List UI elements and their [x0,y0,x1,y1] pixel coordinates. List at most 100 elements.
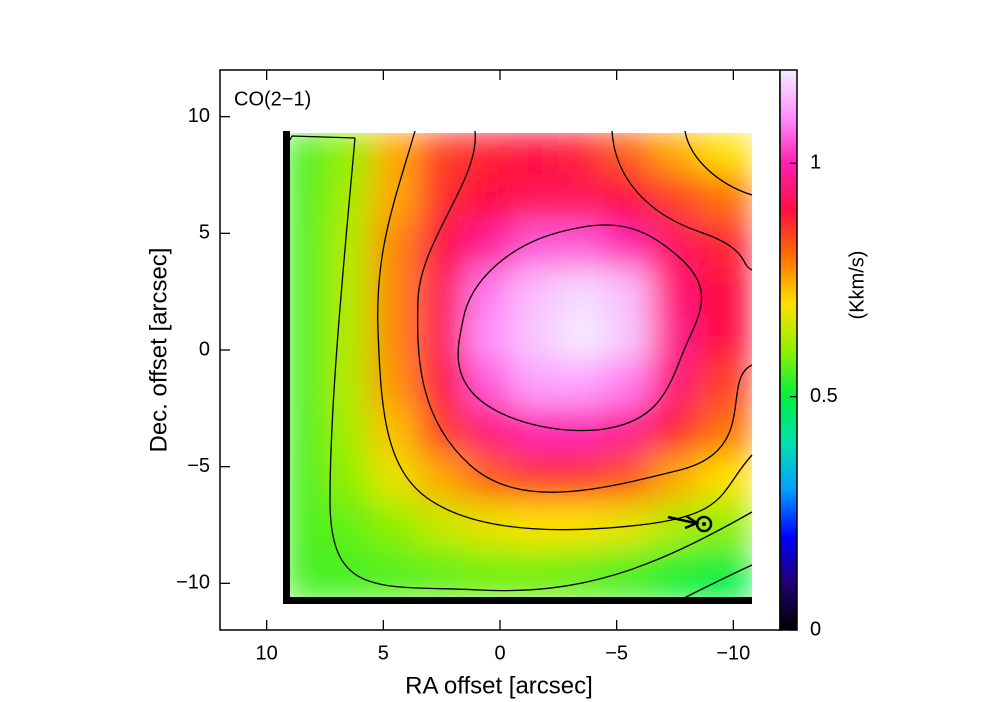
map-cell [511,174,559,223]
map-cell [417,547,466,602]
map-cell [557,361,606,409]
colorbar-tick-label: 0 [810,618,821,640]
map-cell [697,133,752,176]
map-cell [651,267,699,316]
map-cell [697,454,752,503]
map-cell [557,314,606,363]
map-cell [324,314,373,363]
x-tick-label: 0 [494,642,505,664]
map-cell [511,454,559,503]
map-cell [557,174,606,223]
map-cell [371,454,419,503]
map-cell [651,174,699,223]
map-cell [285,314,326,363]
map-cells [285,133,752,602]
map-cell [604,133,653,176]
map-cell [557,221,606,269]
y-tick-label: −10 [176,572,210,594]
y-tick-label: −5 [187,455,210,477]
map-cell [464,547,513,602]
map [285,133,752,602]
map-cell [651,454,699,503]
y-tick-label: 0 [199,338,210,360]
map-cell [557,407,606,456]
map-cell [511,221,559,269]
map-cell [604,407,653,456]
map-cell [604,314,653,363]
map-cell [604,361,653,409]
map-cell [285,133,326,176]
contour [611,130,753,271]
map-cell [324,221,373,269]
map-cell [511,407,559,456]
map-cell [324,501,373,549]
colorbar-tick-label: 0.5 [810,385,838,407]
map-cell [697,221,752,269]
map-cell [417,133,466,176]
contour [684,130,753,196]
map-cell [371,547,419,602]
map-cell [697,314,752,363]
map-cell [417,501,466,549]
map-cell [557,454,606,503]
y-axis-label: Dec. offset [arcsec] [145,248,172,453]
sun-dot [702,522,706,526]
map-cell [557,267,606,316]
colorbar-label: (Kkm/s) [846,251,868,320]
map-cell [511,361,559,409]
map-cell [697,174,752,223]
map-cell [511,267,559,316]
map-cell [285,361,326,409]
contour [457,224,703,432]
map-cell [511,501,559,549]
map-cell [604,174,653,223]
map-cell [557,501,606,549]
contour [329,137,753,592]
contour [289,135,356,141]
contours [289,130,753,601]
map-cell [285,547,326,602]
map-cell [417,174,466,223]
map-cell [697,267,752,316]
map-cell [417,454,466,503]
contour [377,130,753,531]
map-cell [324,454,373,503]
map-cell [464,221,513,269]
map-cell [651,547,699,602]
map-cell [285,221,326,269]
map-cell [511,547,559,602]
map-cell [324,133,373,176]
map-cell [651,133,699,176]
map-cell [464,407,513,456]
map-cell [604,267,653,316]
map-cell [464,314,513,363]
colorbar [779,69,798,631]
sun-circle [695,515,713,533]
colorbar-tick-label: 1 [810,152,821,174]
map-cell [285,267,326,316]
contour [416,130,753,493]
map-edge [283,131,290,604]
y-tick-label: 10 [188,105,210,127]
map-cell [285,454,326,503]
map-cell [285,501,326,549]
map-cell [371,501,419,549]
x-tick-label: −5 [605,642,628,664]
sun-symbol [667,514,713,533]
map-cell [417,267,466,316]
map-cell [417,361,466,409]
map-cell [285,174,326,223]
map-cell [557,133,606,176]
map-cell [651,314,699,363]
map-cell [285,407,326,456]
map-cell [697,547,752,602]
map-frame [283,131,752,604]
map-cell [371,221,419,269]
x-tick-label: 5 [378,642,389,664]
map-cell [697,361,752,409]
map-cell [511,133,559,176]
map-cell [464,267,513,316]
x-axis-label: RA offset [arcsec] [405,672,593,699]
map-cell [417,221,466,269]
